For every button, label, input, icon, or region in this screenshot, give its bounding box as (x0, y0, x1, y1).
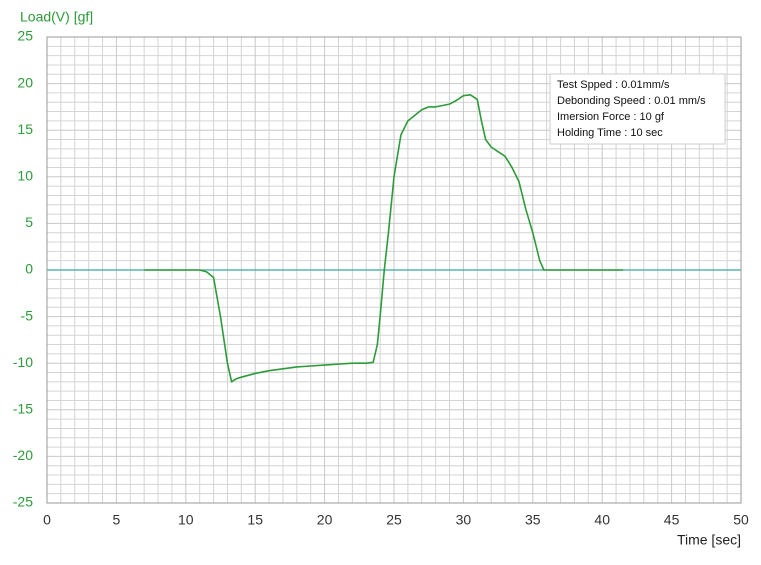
x-tick-label: 35 (525, 512, 541, 528)
y-tick-label: 10 (17, 168, 33, 184)
x-tick-label: 20 (317, 512, 333, 528)
x-tick-label: 0 (43, 512, 51, 528)
y-tick-label: 20 (17, 74, 33, 90)
y-tick-label: 15 (17, 121, 33, 137)
x-tick-label: 25 (386, 512, 402, 528)
data-line (144, 93, 624, 383)
x-tick-label: 15 (247, 512, 263, 528)
y-tick-label: -20 (13, 447, 33, 463)
annotation: Test Spped : 0.01mm/s (557, 79, 670, 91)
x-tick-label: 10 (178, 512, 194, 528)
annotation: Holding Time : 10 sec (557, 127, 663, 139)
y-tick-label: 25 (17, 28, 33, 44)
y-axis-label: Load(V) [gf] (20, 9, 93, 25)
annotation: Imersion Force : 10 gf (557, 111, 665, 123)
x-axis-label: Time [sec] (677, 532, 741, 548)
x-tick-label: 45 (664, 512, 680, 528)
x-tick-label: 5 (113, 512, 121, 528)
x-tick-label: 40 (594, 512, 610, 528)
y-tick-label: -10 (13, 354, 33, 370)
annotation-box (549, 73, 726, 145)
x-tick-label: 30 (456, 512, 472, 528)
y-tick-label: 5 (25, 214, 33, 230)
y-tick-label: -25 (13, 494, 33, 510)
x-tick-label: 50 (733, 512, 749, 528)
plot-border (46, 36, 742, 504)
y-tick-label: -15 (13, 401, 33, 417)
y-tick-label: 0 (25, 261, 33, 277)
y-tick-label: -5 (21, 307, 34, 323)
annotation: Debonding Speed : 0.01 mm/s (557, 95, 706, 107)
